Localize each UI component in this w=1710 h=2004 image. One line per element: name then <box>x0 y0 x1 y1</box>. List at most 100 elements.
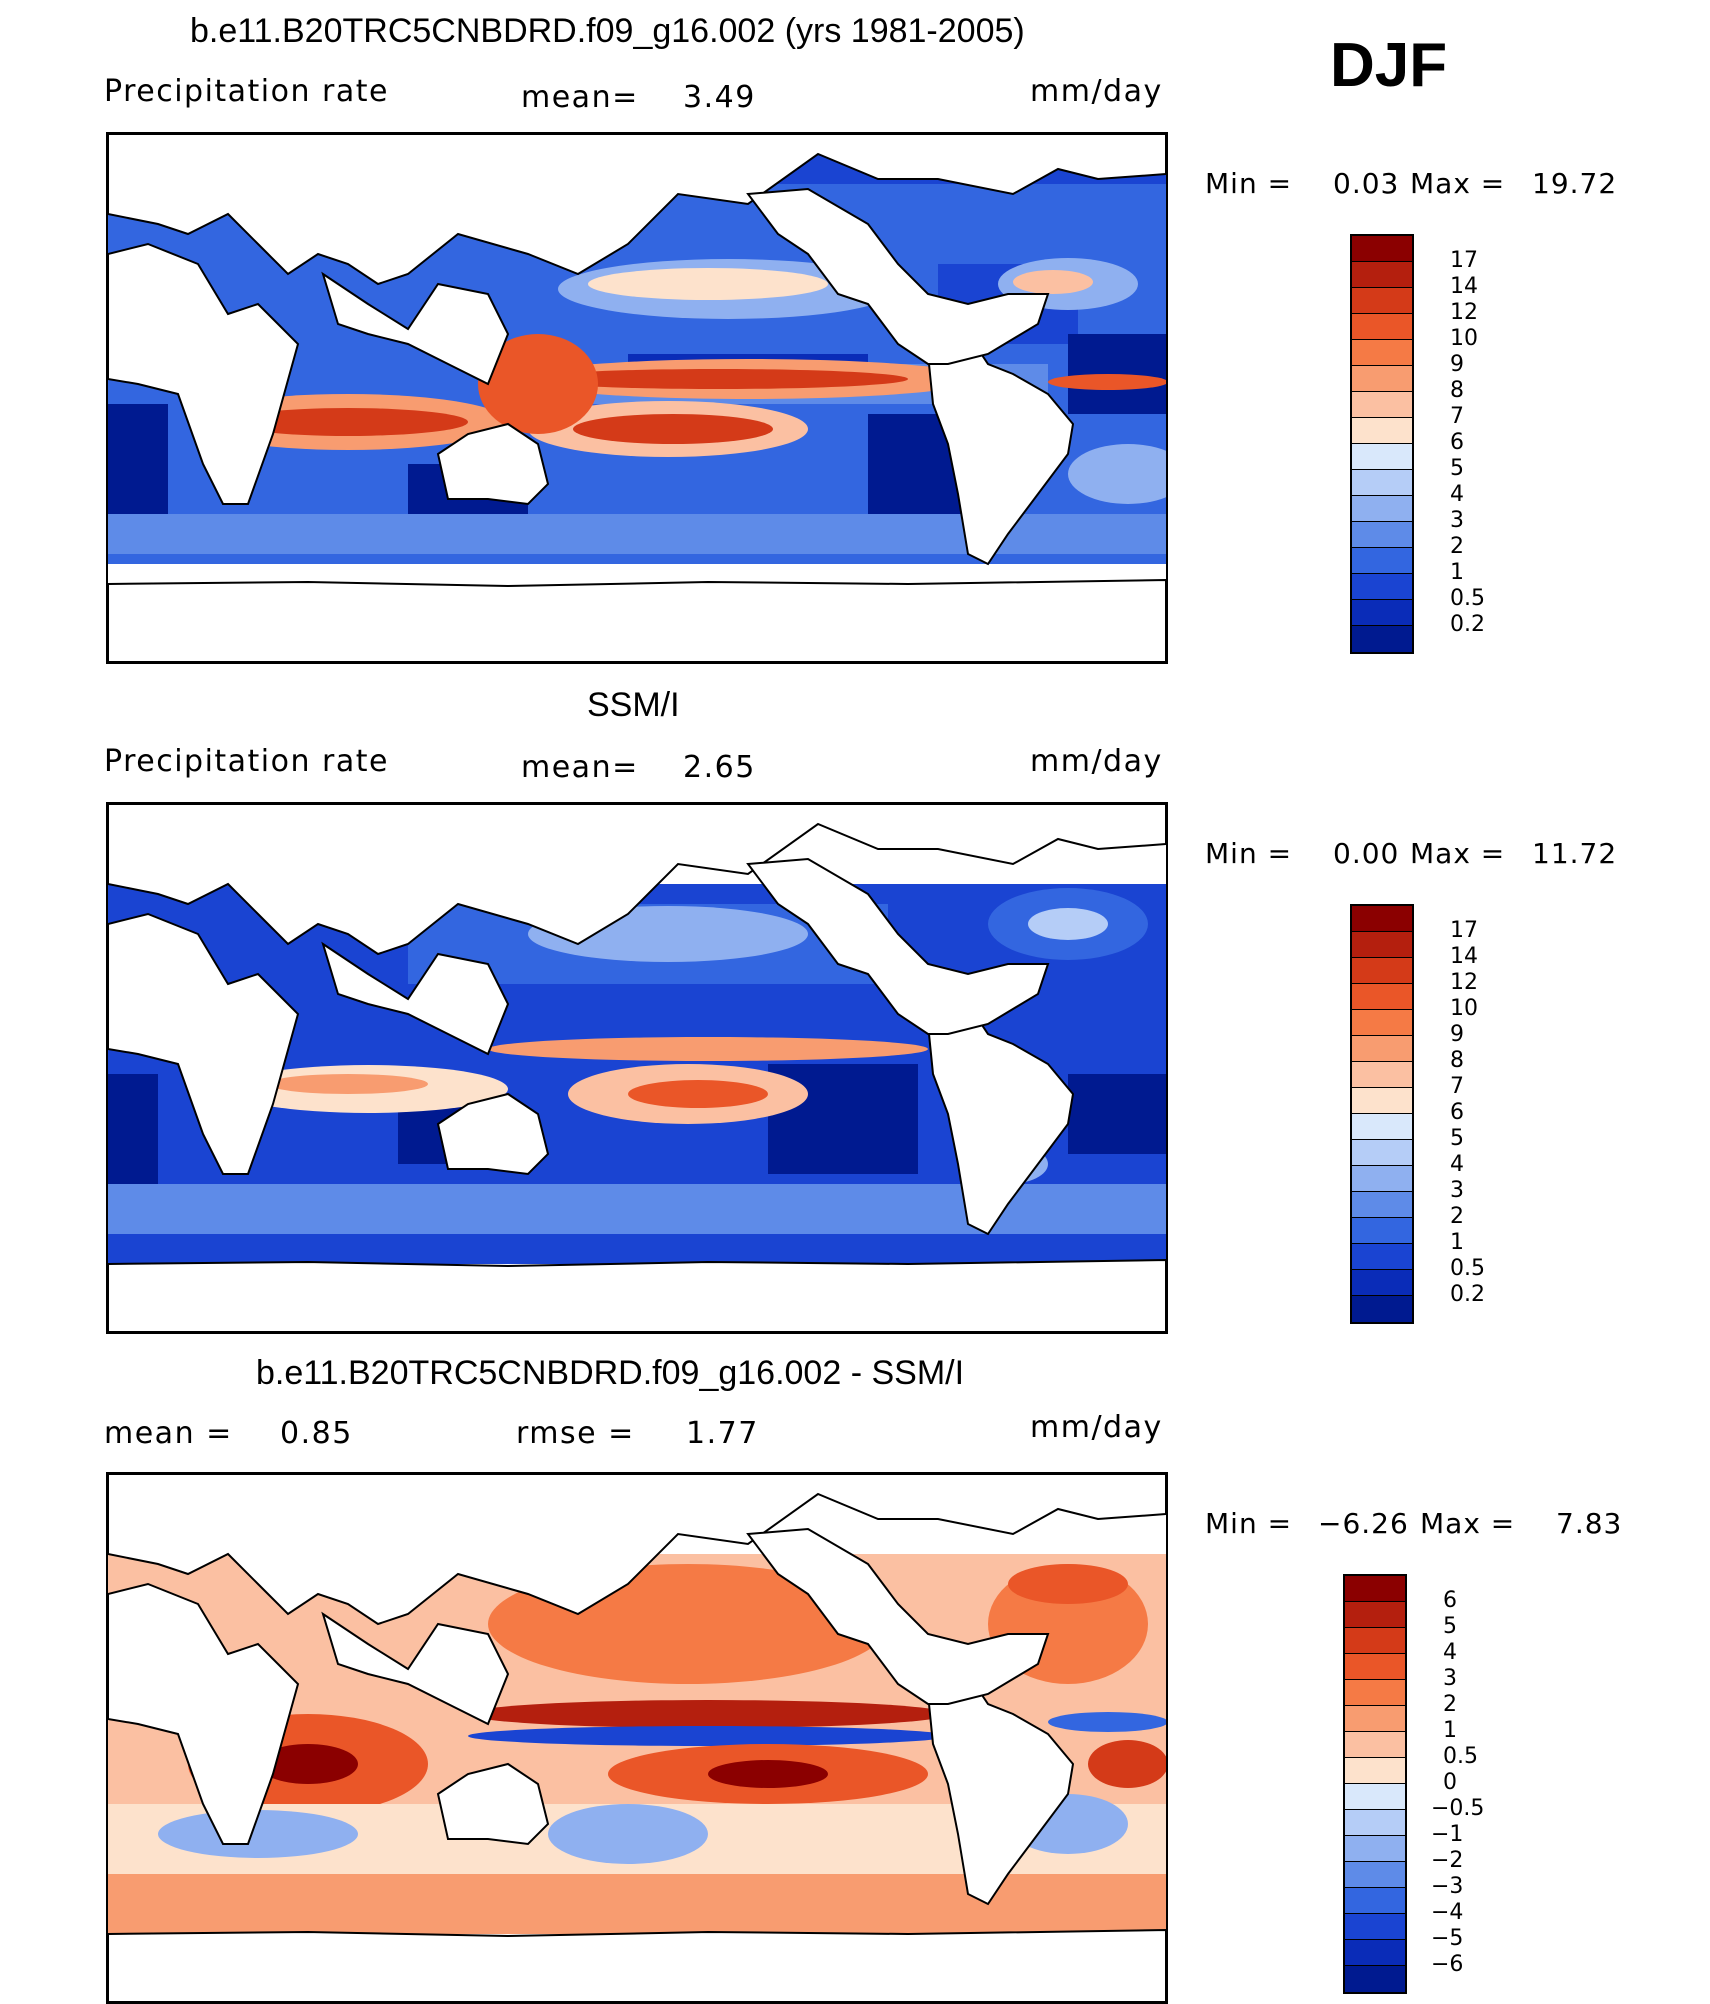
colorbar-swatch <box>1345 1602 1405 1628</box>
colorbar-tick-label: 0.2 <box>1450 612 1485 637</box>
panel-1-max-value: 19.72 <box>1532 167 1618 200</box>
colorbar-tick-label: 4 <box>1450 1152 1464 1177</box>
colorbar-swatch <box>1352 600 1412 626</box>
colorbar-tick-label: −6 <box>1431 1952 1464 1977</box>
colorbar-swatch <box>1345 1758 1405 1784</box>
panel-3-colorbar <box>1343 1574 1407 1994</box>
panel-3-units: mm/day <box>1030 1410 1163 1445</box>
season-label: DJF <box>1330 31 1448 100</box>
colorbar-swatch <box>1352 984 1412 1010</box>
colorbar-tick-label: 6 <box>1450 1100 1464 1125</box>
colorbar-swatch <box>1352 1010 1412 1036</box>
colorbar-swatch <box>1345 1680 1405 1706</box>
panel-1-title: b.e11.B20TRC5CNBDRD.f09_g16.002 (yrs 198… <box>190 12 1025 50</box>
colorbar-tick-label: 6 <box>1443 1588 1457 1613</box>
colorbar-tick-label: 12 <box>1450 970 1478 995</box>
colorbar-tick-label: 1 <box>1443 1718 1457 1743</box>
colorbar-swatch <box>1352 574 1412 600</box>
colorbar-tick-label: 17 <box>1450 918 1478 943</box>
panel-2-max-value: 11.72 <box>1532 837 1618 870</box>
colorbar-swatch <box>1352 1062 1412 1088</box>
colorbar-tick-label: 7 <box>1450 1074 1464 1099</box>
colorbar-tick-label: 1 <box>1450 560 1464 585</box>
colorbar-swatch <box>1345 1862 1405 1888</box>
panel-1-map <box>106 132 1168 664</box>
colorbar-swatch <box>1352 1296 1412 1322</box>
panel-2-mean-label: mean= <box>521 750 639 785</box>
colorbar-tick-label: −3 <box>1431 1874 1464 1899</box>
panel-2-title: SSM/I <box>587 686 680 724</box>
panel-1-colorbar <box>1350 234 1414 654</box>
colorbar-swatch <box>1352 418 1412 444</box>
colorbar-tick-label: 0.5 <box>1450 586 1485 611</box>
colorbar-tick-label: −1 <box>1431 1822 1464 1847</box>
colorbar-tick-label: 17 <box>1450 248 1478 273</box>
colorbar-tick-label: 10 <box>1450 326 1478 351</box>
panel-2-map-svg <box>108 804 1166 1332</box>
colorbar-swatch <box>1352 1192 1412 1218</box>
colorbar-swatch <box>1345 1706 1405 1732</box>
colorbar-tick-label: 1 <box>1450 1230 1464 1255</box>
colorbar-tick-label: 4 <box>1450 482 1464 507</box>
colorbar-tick-label: 9 <box>1450 1022 1464 1047</box>
colorbar-swatch <box>1352 522 1412 548</box>
panel-1-variable-label: Precipitation rate <box>104 74 389 109</box>
colorbar-swatch <box>1352 392 1412 418</box>
colorbar-tick-label: 3 <box>1450 508 1464 533</box>
colorbar-tick-label: 14 <box>1450 274 1478 299</box>
colorbar-tick-label: −2 <box>1431 1848 1464 1873</box>
panel-2-max-label: Max = <box>1410 837 1506 870</box>
panel-3-max-label: Max = <box>1420 1507 1516 1540</box>
colorbar-swatch <box>1352 444 1412 470</box>
colorbar-swatch <box>1352 1166 1412 1192</box>
colorbar-tick-label: 2 <box>1443 1692 1457 1717</box>
colorbar-swatch <box>1352 340 1412 366</box>
colorbar-tick-label: 14 <box>1450 944 1478 969</box>
colorbar-tick-label: 3 <box>1450 1178 1464 1203</box>
panel-1-map-svg <box>108 134 1166 662</box>
colorbar-swatch <box>1345 1966 1405 1992</box>
colorbar-tick-label: 7 <box>1450 404 1464 429</box>
colorbar-tick-label: 10 <box>1450 996 1478 1021</box>
panel-2-min-label: Min = <box>1205 837 1293 870</box>
panel-2-variable-label: Precipitation rate <box>104 744 389 779</box>
colorbar-swatch <box>1352 548 1412 574</box>
colorbar-tick-label: 3 <box>1443 1666 1457 1691</box>
colorbar-swatch <box>1345 1784 1405 1810</box>
colorbar-swatch <box>1345 1732 1405 1758</box>
colorbar-swatch <box>1345 1576 1405 1602</box>
panel-2-colorbar <box>1350 904 1414 1324</box>
colorbar-swatch <box>1352 1270 1412 1296</box>
colorbar-swatch <box>1352 1036 1412 1062</box>
panel-2-mean-value: 2.65 <box>683 750 756 785</box>
panel-1-min-label: Min = <box>1205 167 1293 200</box>
panel-3-map <box>106 1472 1168 2004</box>
colorbar-tick-label: −5 <box>1431 1926 1464 1951</box>
colorbar-swatch <box>1352 366 1412 392</box>
colorbar-swatch <box>1352 470 1412 496</box>
colorbar-swatch <box>1352 958 1412 984</box>
panel-1-max-label: Max = <box>1410 167 1506 200</box>
panel-3-rmse-value: 1.77 <box>686 1416 759 1451</box>
panel-3-min-value: −6.26 <box>1318 1507 1409 1540</box>
colorbar-swatch <box>1345 1914 1405 1940</box>
colorbar-tick-label: 5 <box>1443 1614 1457 1639</box>
colorbar-tick-label: 0.5 <box>1450 1256 1485 1281</box>
colorbar-swatch <box>1345 1888 1405 1914</box>
panel-3-mean-label: mean = <box>104 1416 233 1451</box>
colorbar-tick-label: 6 <box>1450 430 1464 455</box>
colorbar-tick-label: 12 <box>1450 300 1478 325</box>
panel-3-max-value: 7.83 <box>1556 1507 1623 1540</box>
colorbar-tick-label: 5 <box>1450 456 1464 481</box>
panel-2-map <box>106 802 1168 1334</box>
panel-2-min-value: 0.00 <box>1333 837 1400 870</box>
colorbar-swatch <box>1352 1114 1412 1140</box>
panel-1-mean-label: mean= <box>521 80 639 115</box>
panel-3-map-svg <box>108 1474 1166 2002</box>
colorbar-swatch <box>1345 1654 1405 1680</box>
colorbar-tick-label: 9 <box>1450 352 1464 377</box>
colorbar-swatch <box>1345 1836 1405 1862</box>
colorbar-tick-label: −4 <box>1431 1900 1464 1925</box>
colorbar-tick-label: 0.2 <box>1450 1282 1485 1307</box>
colorbar-swatch <box>1352 288 1412 314</box>
